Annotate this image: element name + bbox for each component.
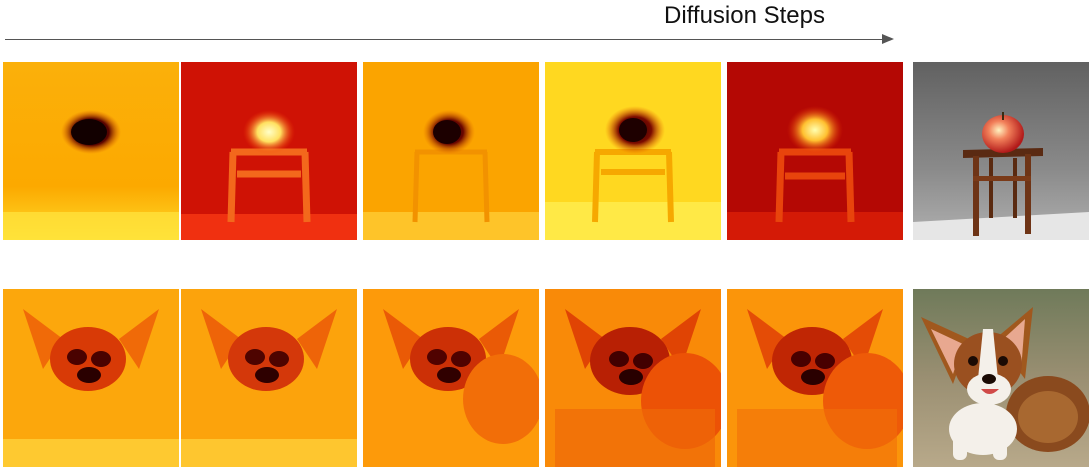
corgi-heatmap-step-4 (545, 289, 721, 467)
diffusion-steps-arrow (5, 39, 885, 40)
apple-heatmap-step-5 (727, 62, 903, 240)
corgi-heatmap-step-1 (3, 289, 179, 467)
arrow-head-icon (882, 34, 894, 44)
apple-heatmap-step-1 (3, 62, 179, 240)
corgi-heatmap-step-3 (363, 289, 539, 467)
diffusion-steps-label: Diffusion Steps (664, 2, 825, 29)
apple-heatmap-step-2 (181, 62, 357, 240)
apple-heatmap-step-4 (545, 62, 721, 240)
corgi-heatmap-step-5 (727, 289, 903, 467)
corgi-heatmap-step-2 (181, 289, 357, 467)
apple-on-stool-photo (913, 62, 1089, 240)
apple-heatmap-step-3 (363, 62, 539, 240)
corgi-puppy-photo (913, 289, 1089, 467)
